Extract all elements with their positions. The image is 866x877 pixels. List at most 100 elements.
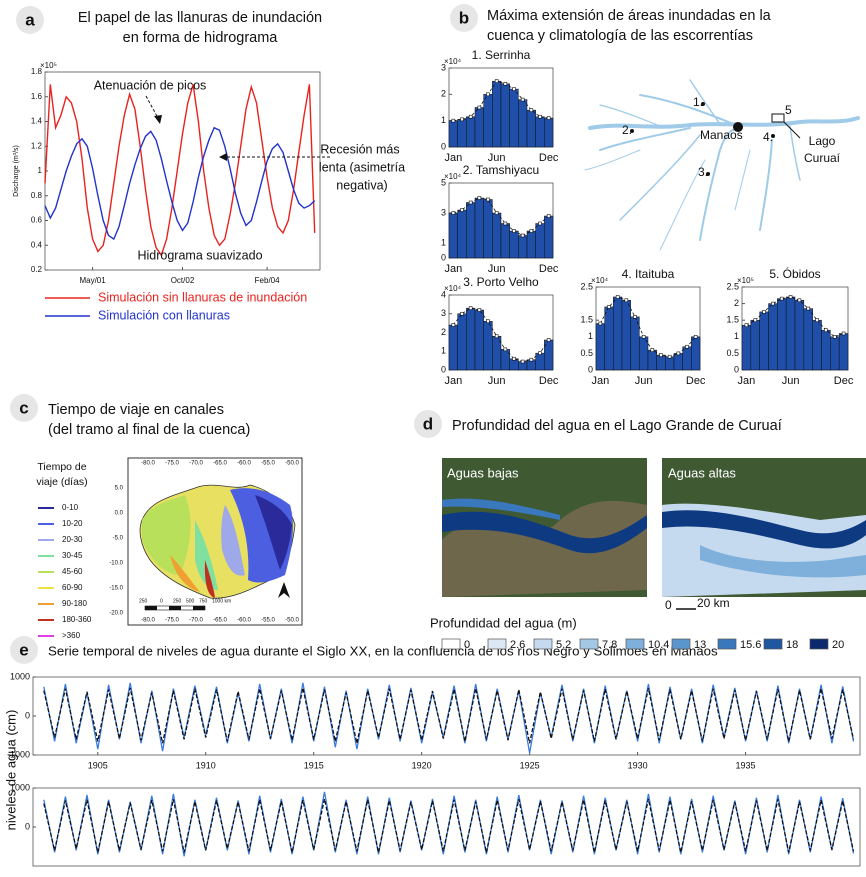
series-line: [43, 682, 855, 754]
bar: [483, 199, 493, 259]
legend-label: 60-90: [62, 583, 83, 592]
y-tick-label: 0: [441, 252, 446, 262]
climatology-marker: [771, 301, 775, 306]
climatology-marker: [477, 308, 482, 312]
legend-label: 2.6: [510, 639, 525, 651]
bar: [535, 352, 545, 371]
panel-title: El papel de las llanuras de inundación: [78, 10, 322, 26]
annotation: Atenuación de picos: [94, 78, 207, 92]
y-tick-label: 1: [441, 346, 446, 356]
y-tick-label: 0.2: [31, 265, 43, 274]
annotation: lenta (asimetría: [319, 160, 405, 174]
y-tick-label: 0: [25, 821, 30, 831]
y-tick-label: 1.5: [726, 315, 739, 325]
bar: [518, 235, 528, 259]
lon-label: -80.0: [141, 618, 155, 624]
bar: [448, 212, 458, 259]
bar: [838, 333, 849, 371]
annotation: Recesión más: [320, 142, 399, 156]
y-tick-label: 0.8: [31, 191, 43, 200]
legend-label: 15.6: [740, 639, 761, 651]
y-tick-label: 4: [441, 289, 446, 299]
legend-label: 7.8: [602, 639, 617, 651]
climatology-marker: [451, 323, 456, 327]
bar: [604, 306, 614, 371]
y-multiplier: ×10⁴: [444, 172, 462, 181]
scale-label: 0: [160, 598, 163, 604]
legend-swatch: [441, 638, 461, 650]
climatology-marker: [477, 196, 482, 200]
map-label: Curuaí: [804, 151, 841, 165]
climatology-marker: [806, 306, 811, 311]
bar: [526, 230, 536, 259]
legend-swatch: [579, 638, 599, 650]
climatology-marker: [486, 92, 490, 97]
lon-label: -65.0: [213, 618, 227, 624]
x-tick-label: Dec: [834, 375, 854, 387]
map-label: 2.: [622, 123, 632, 137]
x-tick-label: Jun: [782, 375, 800, 387]
y-tick-label: 2.5: [580, 281, 593, 291]
panel-badge: [450, 4, 478, 32]
map-label: Lago: [809, 134, 836, 148]
climatology-marker: [529, 108, 534, 112]
bar: [457, 313, 467, 371]
lake-box: [771, 113, 785, 123]
lat-label: -15.0: [109, 586, 123, 592]
panel-badge: [16, 6, 44, 34]
climatology-marker: [503, 347, 508, 352]
x-tick-label: Dec: [686, 375, 706, 387]
climatology-marker: [598, 321, 603, 326]
scale-label: 500: [186, 598, 195, 604]
lat-label: -20.0: [109, 611, 123, 617]
x-tick-label: Oct/02: [171, 276, 195, 285]
series-line: [44, 126, 316, 241]
climatology-marker: [762, 310, 766, 314]
panel-title: cuenca y climatología de las escorrentía…: [487, 28, 753, 44]
panel-letter: d: [423, 414, 433, 433]
y-tick-label: 1: [441, 115, 446, 125]
arrow-head: [219, 153, 227, 161]
legend-swatch: [625, 638, 645, 650]
satellite-high: [662, 458, 866, 597]
y-tick-label: 1: [441, 237, 446, 247]
y-multiplier: ×10⁴: [444, 57, 462, 66]
climatology-marker: [615, 295, 620, 299]
scale-label: 250: [173, 598, 182, 604]
climatology-marker: [538, 221, 542, 226]
x-tick-label: Dec: [539, 152, 559, 164]
bar: [665, 356, 675, 371]
station-dot: [701, 102, 705, 106]
bar: [526, 109, 536, 148]
bar: [682, 346, 692, 371]
bar: [483, 94, 493, 148]
bar: [544, 215, 554, 259]
y-tick-label: 0: [734, 364, 739, 374]
chart-title: 4. Itaituba: [622, 267, 675, 281]
climatology-marker: [538, 351, 542, 355]
panel-letter: b: [459, 8, 469, 27]
map-label: 5: [785, 103, 792, 117]
bar: [535, 223, 545, 259]
legend-title: viaje (días): [36, 476, 87, 488]
climatology-marker: [460, 311, 464, 316]
legend-label: 13: [694, 639, 706, 651]
chart-title: 3. Porto Velho: [463, 275, 539, 289]
climatology-marker: [676, 351, 681, 356]
bar: [691, 336, 701, 371]
series-line: [43, 798, 855, 853]
x-tick-label: 1925: [520, 760, 540, 770]
axis-label: Discharge (m³/s): [13, 145, 20, 197]
arrow-head: [154, 115, 162, 124]
x-tick-label: Jun: [488, 375, 506, 387]
y-tick-label: 0: [25, 710, 30, 720]
station-dot: [771, 134, 775, 138]
y-multiplier: ×10⁵: [737, 276, 754, 285]
x-tick-label: 1915: [304, 760, 324, 770]
y-tick-label: 0.5: [580, 348, 593, 358]
x-tick-label: Feb/04: [255, 276, 280, 285]
legend-title: Tiempo de: [37, 461, 86, 473]
climatology-marker: [529, 357, 534, 362]
y-tick-label: 2: [441, 89, 446, 99]
